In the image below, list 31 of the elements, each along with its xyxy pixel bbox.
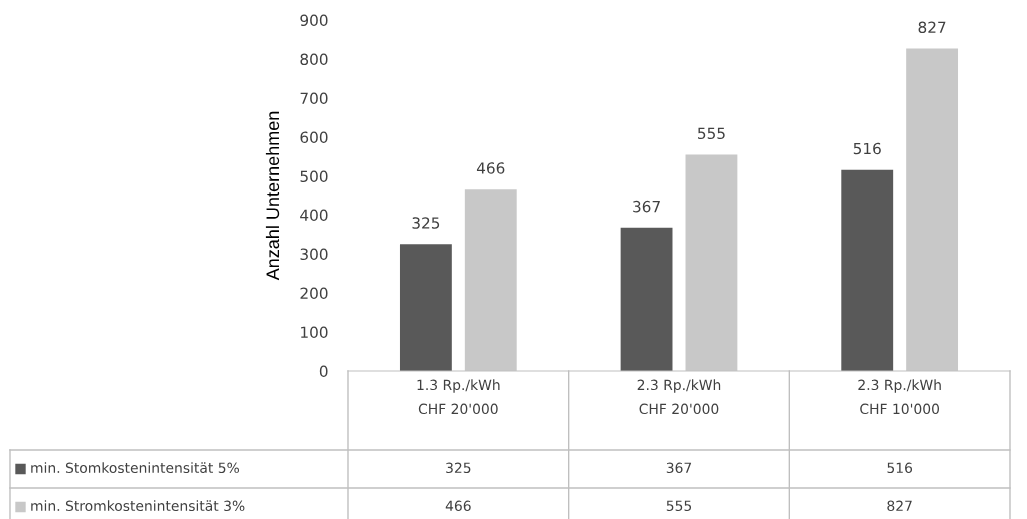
y-tick-label: 600 xyxy=(300,131,328,144)
legend-label: min. Stomkostenintensität 5% xyxy=(31,462,240,474)
text: 516 xyxy=(887,462,913,474)
y-tick-label: 700 xyxy=(300,92,328,105)
y-tick-label: 300 xyxy=(300,248,328,261)
data-label: 325 xyxy=(412,217,440,229)
data-label: 827 xyxy=(918,21,946,34)
data-label: 516 xyxy=(853,142,881,155)
y-tick-label: 900 xyxy=(300,14,328,27)
y-tick-label: 0 xyxy=(319,365,328,378)
text: 827 xyxy=(887,500,912,512)
x-tick-label: 1.3 Rp./kWh CHF 20'000 xyxy=(417,379,500,415)
bar xyxy=(399,244,452,371)
text: 325 xyxy=(446,462,471,474)
y-tick-label: 400 xyxy=(300,209,328,222)
data-label: 367 xyxy=(633,200,660,213)
text: 555 xyxy=(666,500,692,512)
y-tick-label: 200 xyxy=(300,287,328,300)
data-label: 466 xyxy=(476,162,505,174)
text: 466 xyxy=(445,500,471,512)
legend-label: min. Stromkostenintensität 3% xyxy=(31,500,245,512)
x-tick-label: 2.3 Rp./kWh CHF 20'000 xyxy=(637,379,721,415)
bar xyxy=(620,227,673,371)
bar xyxy=(841,169,894,371)
y-axis-title: Anzahl Unternehmen xyxy=(265,111,280,281)
y-tick-label: 800 xyxy=(300,53,328,66)
y-tick-label: 100 xyxy=(301,326,328,339)
data-label: 555 xyxy=(698,127,725,140)
y-tick-label: 500 xyxy=(300,170,328,183)
x-tick-label: 2.3 Rp./kWh CHF 10'000 xyxy=(858,379,941,415)
text: 367 xyxy=(666,462,692,474)
